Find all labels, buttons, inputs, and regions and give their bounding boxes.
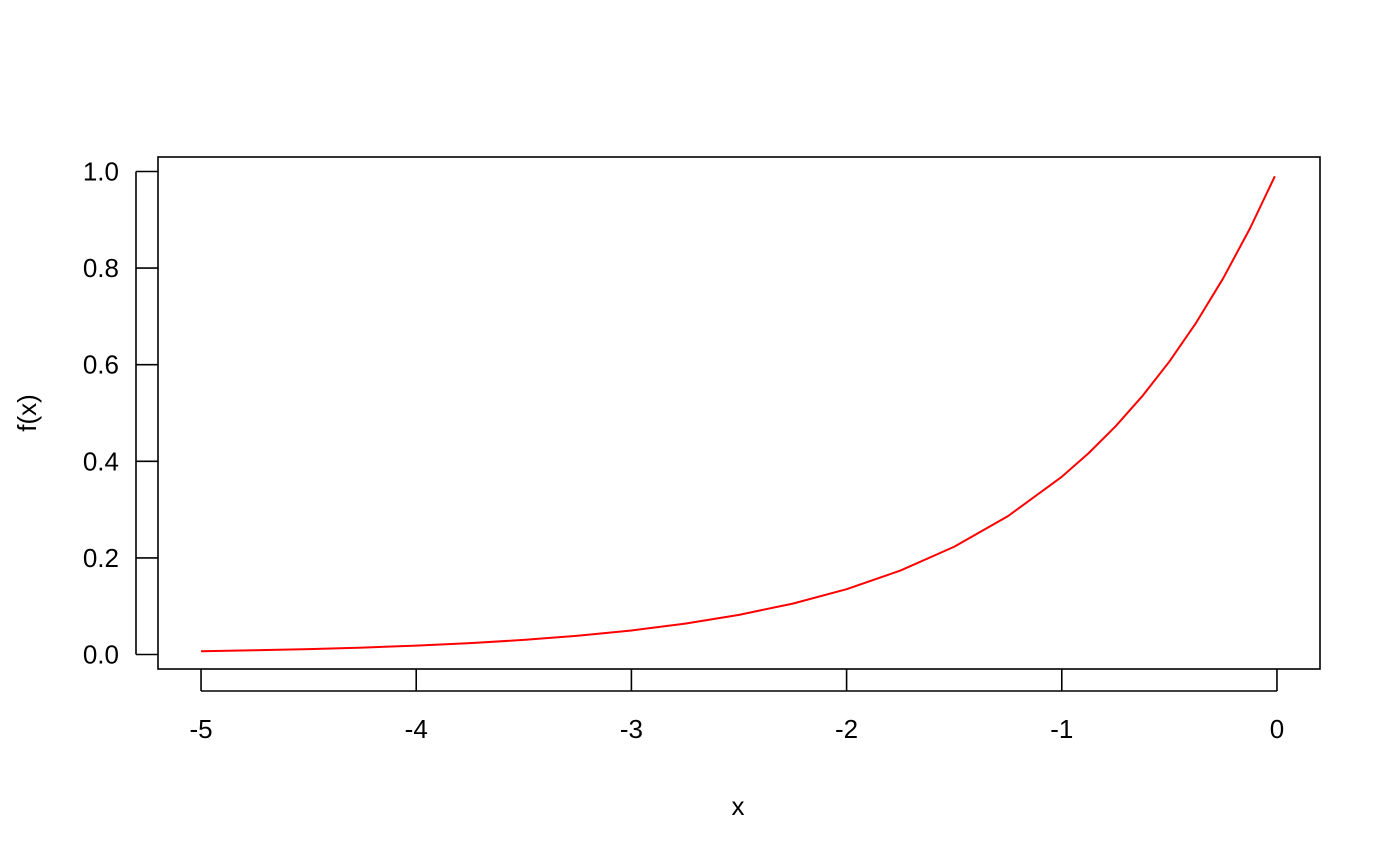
y-tick-label: 0.8 bbox=[83, 253, 119, 283]
y-tick-label: 1.0 bbox=[83, 156, 119, 186]
x-tick-label: -5 bbox=[189, 714, 212, 744]
x-tick-label: -4 bbox=[405, 714, 428, 744]
x-axis-title: x bbox=[732, 791, 745, 821]
x-tick-label: -1 bbox=[1050, 714, 1073, 744]
y-tick-label: 0.2 bbox=[83, 543, 119, 573]
x-tick-label: 0 bbox=[1270, 714, 1284, 744]
y-axis: 0.0 0.2 0.4 0.6 0.8 1.0 bbox=[83, 156, 158, 670]
series-layer bbox=[201, 175, 1276, 653]
y-axis-title: f(x) bbox=[12, 394, 42, 432]
x-tick-label: -3 bbox=[620, 714, 643, 744]
series-line bbox=[201, 175, 1276, 653]
y-tick-label: 0.0 bbox=[83, 640, 119, 670]
y-tick-label: 0.4 bbox=[83, 446, 119, 476]
y-tick-label: 0.6 bbox=[83, 350, 119, 380]
plot-frame bbox=[157, 156, 1321, 670]
x-tick-label: -2 bbox=[835, 714, 858, 744]
x-axis: -5 -4 -3 -2 -1 0 bbox=[189, 669, 1284, 744]
